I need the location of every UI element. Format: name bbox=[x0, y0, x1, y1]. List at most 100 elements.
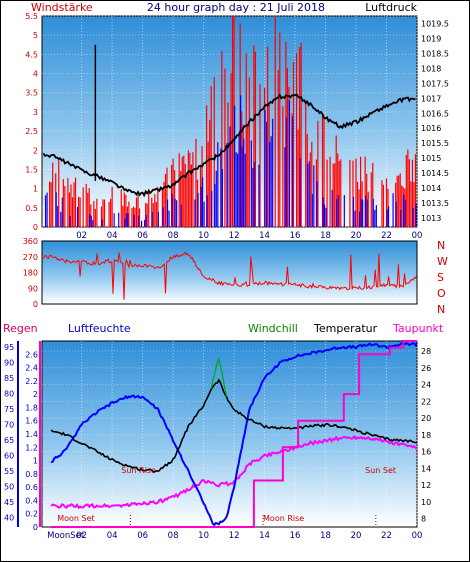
x-tick-label: 12 bbox=[229, 231, 240, 241]
direction-letter-w: W bbox=[437, 255, 448, 268]
x-tick-label: 16 bbox=[290, 231, 301, 241]
x-tick-label: 22 bbox=[381, 531, 392, 541]
y-tick-label-wind: 3 bbox=[33, 108, 38, 117]
y-tick-label-pressure: 1019 bbox=[421, 34, 441, 43]
x-tick-label: 08 bbox=[168, 231, 179, 241]
y-tick-label-rain: 2 bbox=[33, 390, 38, 399]
y-tick-label-rain: 1 bbox=[33, 457, 38, 466]
x-tick-label: 10 bbox=[198, 231, 209, 241]
pressure-axis-title: Luftdruck bbox=[365, 1, 417, 14]
y-tick-label-wind: 2.5 bbox=[25, 127, 38, 136]
y-tick-label-wind: 5 bbox=[33, 31, 38, 40]
y-tick-label-rain: 2.2 bbox=[25, 377, 38, 386]
x-tick-label: 02 bbox=[76, 231, 87, 241]
annotation-moon-set: Moon Set bbox=[57, 514, 94, 523]
x-tick-label: 04 bbox=[107, 531, 118, 541]
rain-axis-title: Regen bbox=[3, 322, 38, 335]
y-tick-label-rain: 1.2 bbox=[25, 443, 38, 452]
chart-marks bbox=[42, 16, 418, 528]
y-tick-label-direction: 270 bbox=[23, 253, 38, 262]
y-tick-label-humidity: 85 bbox=[4, 374, 14, 383]
y-tick-label-pressure: 1015.5 bbox=[421, 139, 449, 148]
y-tick-label-temperature: 14 bbox=[421, 464, 431, 473]
y-tick-label-wind: 4.5 bbox=[25, 50, 38, 59]
x-tick-label: 06 bbox=[137, 231, 148, 241]
y-tick-label-rain: 0.8 bbox=[25, 470, 38, 479]
humidity-temperature-plot-area bbox=[41, 340, 418, 528]
y-tick-label-temperature: 18 bbox=[421, 431, 431, 440]
dewpoint-legend: Taupunkt bbox=[392, 322, 444, 335]
y-tick-label-rain: 0.6 bbox=[25, 483, 38, 492]
pressure-line bbox=[42, 93, 416, 198]
y-tick-label-rain: 2.6 bbox=[25, 350, 38, 359]
y-tick-label-humidity: 75 bbox=[4, 405, 14, 414]
x-tick-label: 02 bbox=[76, 531, 87, 541]
y-tick-label-wind: 3.5 bbox=[25, 89, 38, 98]
y-tick-label-pressure: 1018.5 bbox=[421, 49, 449, 58]
y-tick-label-temperature: 10 bbox=[421, 498, 431, 507]
temperature-legend: Temperatur bbox=[313, 322, 378, 335]
y-tick-label-temperature: 20 bbox=[421, 414, 431, 423]
y-tick-label-wind: 4 bbox=[33, 70, 38, 79]
y-tick-label-humidity: 65 bbox=[4, 436, 14, 445]
y-tick-label-temperature: 8 bbox=[421, 515, 426, 524]
y-tick-label-pressure: 1019.5 bbox=[421, 19, 449, 28]
x-tick-label: 18 bbox=[320, 231, 331, 241]
y-tick-label-temperature: 24 bbox=[421, 381, 431, 390]
y-tick-label-pressure: 1013.5 bbox=[421, 199, 449, 208]
x-tick-label: 16 bbox=[290, 531, 301, 541]
y-tick-label-humidity: 90 bbox=[4, 359, 14, 368]
temperature-line bbox=[50, 378, 418, 473]
dewpoint-line bbox=[50, 434, 418, 510]
x-tick-label: 04 bbox=[107, 231, 118, 241]
y-tick-label-direction: 180 bbox=[23, 269, 38, 278]
direction-letter-o: O bbox=[437, 287, 446, 300]
y-tick-label-wind: 2 bbox=[33, 146, 38, 155]
y-tick-label-humidity: 50 bbox=[4, 483, 14, 492]
annotation-sun-rise: Sun Rise bbox=[121, 466, 156, 475]
rain-line bbox=[51, 340, 417, 528]
y-tick-label-temperature: 12 bbox=[421, 481, 431, 490]
y-tick-label-temperature: 16 bbox=[421, 448, 431, 457]
windchill-legend: Windchill bbox=[248, 322, 298, 335]
y-tick-label-wind: 1.5 bbox=[25, 165, 38, 174]
x-tick-label: 12 bbox=[229, 531, 240, 541]
x-tick-label: 20 bbox=[351, 531, 362, 541]
y-tick-label-humidity: 55 bbox=[4, 467, 14, 476]
y-tick-label-direction: 0 bbox=[33, 300, 38, 309]
y-tick-label-pressure: 1014.5 bbox=[421, 169, 449, 178]
y-tick-label-humidity: 70 bbox=[4, 421, 14, 430]
x-tick-label: 06 bbox=[137, 531, 148, 541]
y-tick-label-wind: 0 bbox=[33, 223, 38, 232]
y-tick-label-temperature: 26 bbox=[421, 364, 431, 373]
wind-direction-line bbox=[43, 251, 418, 300]
y-tick-label-pressure: 1016.5 bbox=[421, 109, 449, 118]
y-tick-label-humidity: 95 bbox=[4, 343, 14, 352]
direction-letter-s: S bbox=[437, 271, 444, 284]
y-tick-label-rain: 0 bbox=[33, 523, 38, 532]
y-tick-label-rain: 0.2 bbox=[25, 510, 38, 519]
y-tick-label-pressure: 1016 bbox=[421, 124, 441, 133]
direction-letter-n-top: N bbox=[437, 239, 445, 252]
y-tick-label-rain: 0.4 bbox=[25, 496, 38, 505]
y-tick-label-humidity: 45 bbox=[4, 498, 14, 507]
x-tick-label: 14 bbox=[259, 231, 270, 241]
direction-letter-n-bottom: N bbox=[437, 303, 445, 316]
x-tick-label-moonset: MoonSet bbox=[47, 531, 85, 541]
y-tick-label-humidity: 80 bbox=[4, 390, 14, 399]
y-tick-label-humidity: 40 bbox=[4, 514, 14, 523]
y-tick-label-pressure: 1017 bbox=[421, 94, 441, 103]
y-tick-label-wind: 1 bbox=[33, 185, 38, 194]
humidity-axis-title: Luftfeuchte bbox=[68, 322, 131, 335]
y-tick-label-temperature: 28 bbox=[421, 347, 431, 356]
x-tick-label: 14 bbox=[259, 531, 270, 541]
astro-annotations: Moon Set Sun Rise Moon Rise Sun Set bbox=[57, 466, 396, 527]
chart-title: 24 hour graph day : 21 Juli 2018 bbox=[147, 1, 325, 14]
y-tick-label-pressure: 1017.5 bbox=[421, 79, 449, 88]
annotation-moon-rise: Moon Rise bbox=[263, 514, 304, 523]
y-tick-label-direction: 360 bbox=[23, 237, 38, 246]
y-tick-label-wind: 5.5 bbox=[25, 12, 38, 21]
y-tick-label-humidity: 60 bbox=[4, 452, 14, 461]
